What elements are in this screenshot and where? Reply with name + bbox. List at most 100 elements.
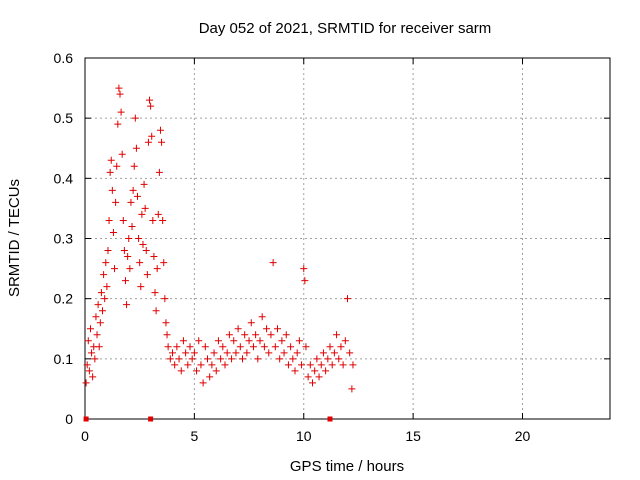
data-point	[219, 343, 227, 351]
data-point	[162, 319, 170, 327]
data-point	[339, 361, 347, 369]
data-point	[100, 271, 108, 279]
data-point	[138, 210, 146, 218]
data-point	[195, 337, 203, 345]
data-point	[104, 247, 112, 255]
data-point	[247, 319, 255, 327]
data-point	[116, 90, 124, 98]
data-point	[105, 216, 113, 224]
data-point	[134, 192, 141, 200]
data-point	[282, 331, 290, 339]
data-point	[236, 343, 244, 351]
data-point	[125, 235, 133, 242]
y-tick-label: 0.6	[54, 50, 74, 66]
data-point	[163, 331, 171, 339]
data-point	[117, 108, 125, 116]
x-tick-label: 20	[515, 428, 531, 444]
data-point	[276, 355, 284, 363]
data-point	[119, 216, 127, 224]
data-point	[129, 186, 137, 194]
gap-marker	[327, 416, 333, 422]
data-point	[284, 361, 292, 369]
data-point	[142, 247, 150, 255]
data-point	[239, 355, 246, 363]
data-point	[293, 349, 301, 357]
data-point	[274, 325, 281, 333]
data-point	[92, 313, 100, 321]
data-point	[112, 198, 120, 206]
y-tick-label: 0.2	[54, 291, 74, 307]
data-point	[164, 343, 172, 351]
data-point	[97, 289, 105, 297]
data-point	[156, 126, 164, 134]
data-point	[230, 337, 238, 345]
data-point	[173, 343, 181, 351]
data-point	[304, 373, 312, 381]
data-point	[166, 355, 174, 363]
data-point	[258, 313, 266, 321]
data-point	[95, 343, 103, 351]
data-point	[144, 138, 152, 146]
data-point	[295, 337, 303, 345]
data-point	[241, 331, 249, 339]
data-point	[169, 349, 176, 357]
data-point	[225, 331, 233, 339]
data-point	[212, 367, 220, 375]
data-point	[249, 343, 257, 351]
x-tick-label: 0	[81, 428, 89, 444]
data-point	[108, 186, 116, 194]
data-point	[127, 198, 135, 206]
data-point	[335, 355, 343, 363]
data-point	[124, 253, 132, 261]
data-point	[260, 343, 268, 351]
data-point	[160, 259, 168, 267]
data-point	[210, 349, 218, 357]
data-point	[139, 241, 147, 249]
data-point	[278, 337, 286, 345]
data-point	[326, 343, 334, 351]
data-point	[201, 343, 209, 351]
data-point	[252, 331, 260, 339]
data-point	[147, 102, 155, 110]
data-point	[330, 349, 338, 357]
data-point	[179, 337, 187, 345]
data-point	[137, 283, 145, 291]
data-point	[120, 247, 128, 255]
data-point	[214, 337, 222, 345]
data-point	[311, 367, 319, 375]
data-point	[234, 325, 242, 333]
data-point	[190, 349, 198, 357]
data-point	[271, 343, 279, 351]
data-point	[159, 216, 167, 224]
data-point	[256, 337, 264, 345]
data-point	[313, 355, 321, 363]
data-point	[208, 361, 216, 369]
gap-markers	[83, 416, 333, 422]
data-point	[102, 259, 110, 267]
data-point	[82, 379, 90, 387]
data-point	[306, 361, 314, 369]
data-point	[206, 373, 214, 381]
data-point	[254, 355, 262, 363]
data-point	[89, 373, 97, 381]
data-point	[161, 295, 169, 303]
data-point	[107, 156, 115, 164]
data-point	[309, 379, 316, 387]
data-point	[171, 361, 179, 369]
data-point	[91, 355, 99, 363]
data-point	[193, 367, 201, 375]
data-point	[232, 349, 240, 357]
data-point	[204, 355, 211, 363]
data-point	[121, 277, 129, 285]
x-tick-label: 5	[190, 428, 198, 444]
data-point	[263, 325, 271, 333]
data-point	[86, 325, 94, 333]
data-point	[346, 349, 354, 357]
data-point	[143, 271, 151, 279]
data-point	[199, 379, 207, 387]
data-point	[155, 168, 163, 176]
data-point	[175, 355, 183, 363]
data-point	[151, 289, 159, 297]
data-point	[152, 307, 160, 315]
